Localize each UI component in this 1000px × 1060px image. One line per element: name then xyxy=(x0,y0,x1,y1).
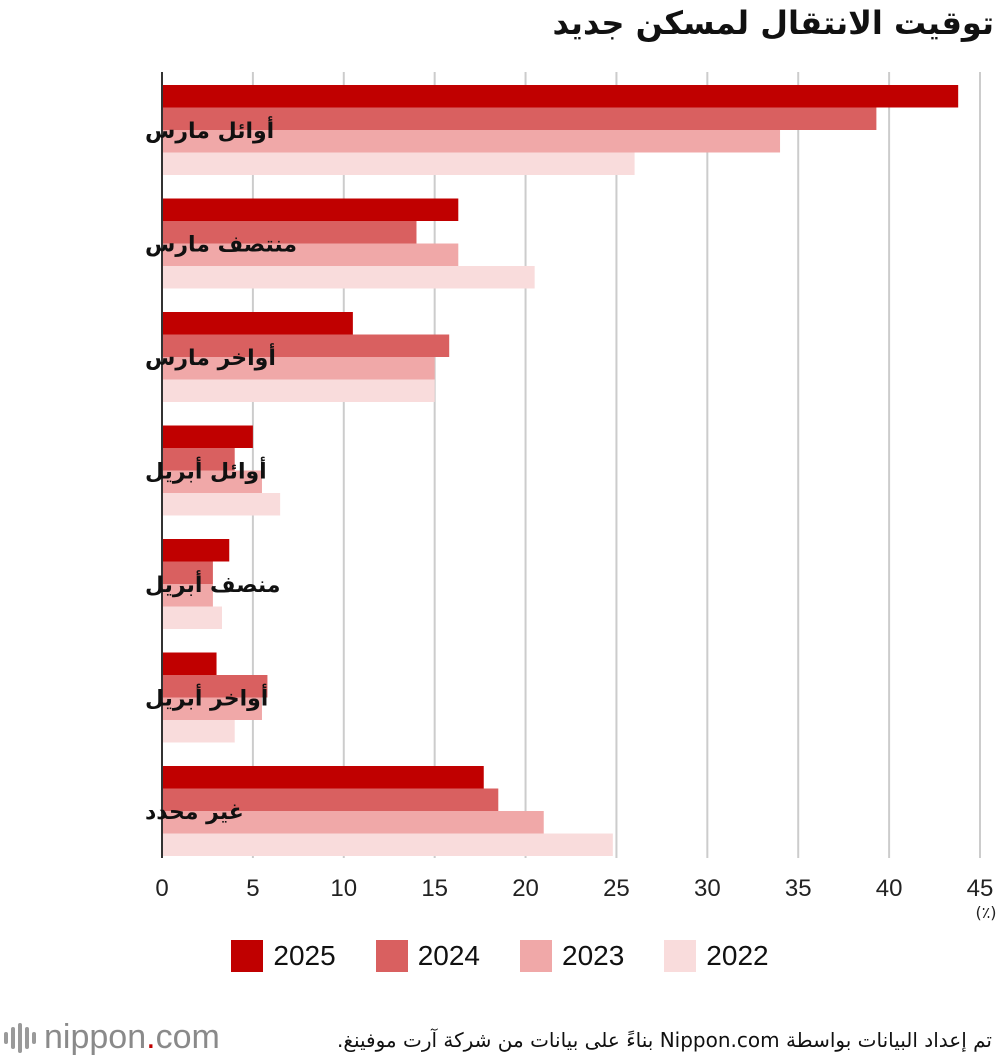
bar-2024-3 xyxy=(162,448,235,471)
bar-2023-5 xyxy=(162,697,262,720)
bar-2025-5 xyxy=(162,652,217,675)
x-tick-label: 20 xyxy=(512,875,539,902)
bar-2024-6 xyxy=(162,788,499,811)
legend-label: 2023 xyxy=(562,940,625,971)
legend-item: 2022 xyxy=(664,940,769,972)
x-tick-label: 10 xyxy=(330,875,357,902)
bar-2023-3 xyxy=(162,470,262,493)
x-tick-label: 15 xyxy=(421,875,448,902)
bar-2025-6 xyxy=(162,766,484,789)
bar-2025-2 xyxy=(162,312,353,335)
category-label: أواخر مارس xyxy=(145,342,276,371)
bar-2023-1 xyxy=(162,243,459,266)
legend-label: 2024 xyxy=(417,940,480,971)
legend-swatch xyxy=(520,940,552,972)
bar-2024-5 xyxy=(162,675,268,698)
x-tick-label: 25 xyxy=(603,875,630,902)
bar-2023-4 xyxy=(162,584,213,607)
category-label: أواخر أبريل xyxy=(145,683,268,712)
bar-2023-2 xyxy=(162,357,435,380)
unit-label: (٪) xyxy=(975,903,996,922)
nippon-logo: nippon.com xyxy=(4,1018,220,1057)
logo-dot: . xyxy=(146,1018,156,1056)
category-label: منتصف مارس xyxy=(145,233,297,258)
x-tick-label: 0 xyxy=(155,875,168,902)
x-tick-label: 35 xyxy=(785,875,812,902)
bar-2024-2 xyxy=(162,334,450,357)
legend-swatch xyxy=(664,940,697,972)
chart-title: توقيت الانتقال لمسكن جديد xyxy=(552,4,994,42)
bar-2022-3 xyxy=(162,493,281,516)
x-tick-labels: 0 5 10 15 20 25 30 35 40 45(٪) xyxy=(155,875,996,922)
bar-2022-0 xyxy=(162,152,635,175)
bar-2022-2 xyxy=(162,379,435,402)
category-label: منصف أبريل xyxy=(145,569,281,598)
category-label: أوائل أبريل xyxy=(145,456,267,485)
legend-item: 2024 xyxy=(375,940,480,972)
bar-2025-4 xyxy=(162,539,230,562)
legend-swatch xyxy=(375,940,408,972)
bar-2022-5 xyxy=(162,720,235,743)
bars xyxy=(162,85,959,856)
legend-item: 2023 xyxy=(520,940,624,972)
logo-suffix: com xyxy=(155,1018,220,1056)
x-tick-label: 45 xyxy=(967,875,994,902)
bar-2022-1 xyxy=(162,266,535,289)
category-label: أوائل مارس xyxy=(145,115,274,144)
bar-2022-6 xyxy=(162,833,613,856)
bar-2025-3 xyxy=(162,425,253,448)
bar-2024-4 xyxy=(162,561,213,584)
grid-lines xyxy=(251,72,981,858)
category-labels: أوائل مارس منتصف مارس أواخر مارس أوائل أبري… xyxy=(145,115,297,825)
x-tick-label: 5 xyxy=(246,875,259,902)
bar-2025-1 xyxy=(162,198,459,221)
x-tick-label: 30 xyxy=(694,875,721,902)
x-tick-label: 40 xyxy=(876,875,903,902)
legend-item: 2025 xyxy=(231,940,336,972)
bar-2023-0 xyxy=(162,130,781,153)
legend-label: 2022 xyxy=(706,940,769,971)
source-note: تم إعداد البيانات بواسطة Nippon.com بناء… xyxy=(336,1028,992,1052)
legend-label: 2025 xyxy=(273,940,336,971)
logo-text: nippon xyxy=(44,1018,147,1056)
bar-2022-4 xyxy=(162,606,222,629)
bar-chart: 0 5 10 15 20 25 30 35 40 45(٪) أوائل مارس منتصف ما… xyxy=(145,72,997,922)
bar-2024-1 xyxy=(162,221,417,244)
legend: 2025 2024 2023 2022 xyxy=(0,940,1000,972)
legend-swatch xyxy=(231,940,264,972)
bar-2024-0 xyxy=(162,107,877,130)
logo-mark-icon xyxy=(4,1022,36,1053)
bar-2023-6 xyxy=(162,811,544,834)
category-label: غير محدد xyxy=(145,800,244,825)
bar-2025-0 xyxy=(162,85,959,108)
